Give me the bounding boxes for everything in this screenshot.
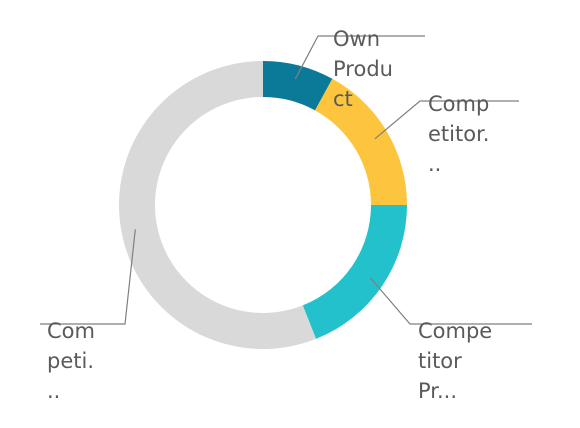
donut-slice-1[interactable]	[263, 61, 333, 111]
leader-line-4	[40, 229, 136, 325]
donut-slice-2[interactable]	[315, 78, 407, 205]
slice-label-2: Comp etitor...	[428, 92, 489, 176]
slice-label-3: Compe titor Pr...	[418, 319, 492, 403]
slice-label-4: Com peti...	[47, 319, 95, 403]
slice-labels: Own Produ ct Comp etitor. .. Compe titor Pr... Co…	[47, 27, 492, 403]
donut-slices	[119, 61, 408, 349]
leader-line-2	[374, 100, 519, 140]
leader-line-1	[294, 35, 425, 80]
leader-line-3	[370, 277, 532, 325]
donut-slice-4[interactable]	[119, 61, 317, 349]
donut-slice-3[interactable]	[302, 205, 408, 339]
leader-lines	[40, 35, 532, 325]
slice-label-1: Own Produ ct	[333, 27, 393, 111]
